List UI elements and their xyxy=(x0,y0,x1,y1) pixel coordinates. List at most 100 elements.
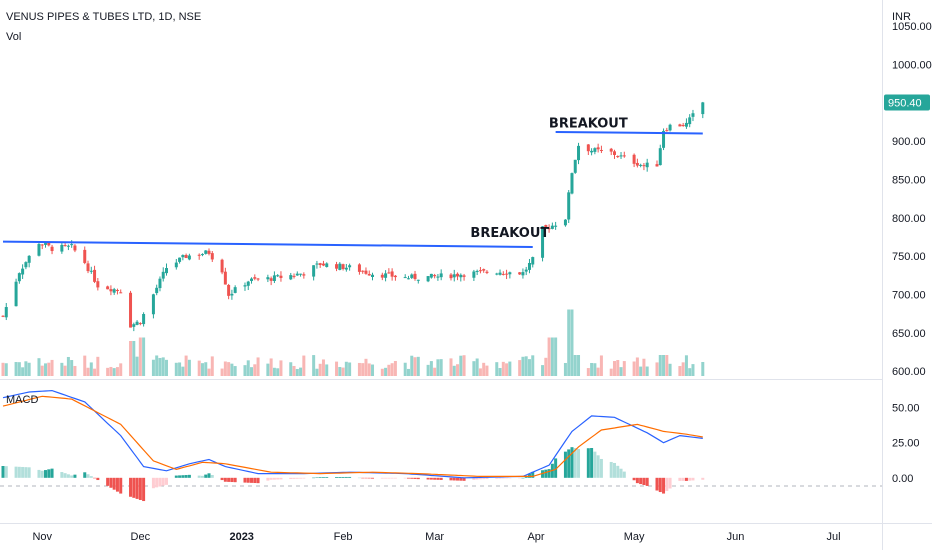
volume-bar xyxy=(498,368,502,376)
volume-bar xyxy=(668,363,672,376)
candle-body xyxy=(344,267,348,270)
candle-body xyxy=(44,243,48,245)
volume-bar xyxy=(197,360,201,376)
volume-bar xyxy=(475,358,479,376)
macd-histogram-bar xyxy=(197,475,201,478)
time-tick-label: 2023 xyxy=(229,531,253,543)
macd-histogram-bar xyxy=(178,475,182,478)
candle-body xyxy=(567,192,571,220)
price-tick-label: 800.00 xyxy=(892,213,926,225)
volume-bar xyxy=(593,363,597,376)
volume-bar xyxy=(348,362,352,376)
candle-body xyxy=(655,164,659,167)
volume-bar xyxy=(426,364,430,376)
macd-histogram-bar xyxy=(256,477,260,484)
macd-histogram-bar xyxy=(50,468,54,478)
candle-body xyxy=(665,130,669,132)
volume-bar xyxy=(524,356,528,376)
candle-body xyxy=(93,269,97,282)
candle-body xyxy=(184,254,188,259)
volume-bar xyxy=(321,359,325,376)
macd-histogram-bar xyxy=(482,477,486,480)
macd-tick-label: 25.00 xyxy=(892,438,920,450)
candle-body xyxy=(459,274,463,278)
candle-body xyxy=(24,262,28,268)
volume-bar xyxy=(292,365,296,376)
volume-bar xyxy=(632,361,636,376)
volume-bar xyxy=(44,363,48,376)
volume-bar xyxy=(295,368,299,376)
macd-histogram-bar xyxy=(635,477,639,484)
candle-body xyxy=(106,286,110,290)
macd-histogram-bar xyxy=(66,474,70,478)
volume-bar xyxy=(655,362,659,376)
candle-body xyxy=(233,287,237,293)
macd-histogram-bar xyxy=(573,448,577,478)
candle-body xyxy=(596,147,600,150)
volume-bar xyxy=(89,362,93,376)
volume-bar xyxy=(220,368,224,376)
volume-bar xyxy=(684,355,688,376)
macd-histogram-bar xyxy=(138,477,142,500)
macd-histogram-bar xyxy=(380,477,384,479)
macd-histogram-bar xyxy=(312,477,316,479)
candle-body xyxy=(187,255,191,260)
volume-bar xyxy=(413,357,417,376)
macd-histogram-bar xyxy=(83,472,87,478)
volume-bar xyxy=(501,361,505,376)
time-axis: Nov Dec 2023 Feb Mar Apr May Jun Jul xyxy=(32,531,840,543)
volume-bar xyxy=(335,361,339,376)
macd-histogram-bar xyxy=(495,477,499,479)
volume-bar xyxy=(14,362,18,376)
candle-body xyxy=(335,264,339,269)
macd-histogram-bar xyxy=(63,473,67,478)
macd-histogram-bar xyxy=(233,477,237,483)
volume-bar xyxy=(393,360,397,376)
candle-body xyxy=(475,270,479,272)
macd-histogram-bar xyxy=(266,477,270,481)
candle-body xyxy=(165,268,168,274)
candle-body xyxy=(367,273,371,276)
macd-histogram-bar xyxy=(325,477,329,478)
volume-bar xyxy=(155,355,159,376)
candle-body xyxy=(14,281,18,307)
candle-body xyxy=(73,245,77,251)
macd-histogram-bar xyxy=(393,477,397,479)
macd-histogram-bar xyxy=(416,477,420,480)
volume-bar xyxy=(688,368,692,376)
macd-histogram-bar xyxy=(321,477,325,478)
volume-bar xyxy=(115,367,119,376)
macd-histogram-bar xyxy=(688,477,692,481)
macd-histogram-bar xyxy=(478,477,482,480)
macd-histogram-bar xyxy=(508,477,512,479)
macd-histogram-bar xyxy=(220,477,224,481)
macd-histogram-bar xyxy=(161,477,165,486)
macd-histogram-bar xyxy=(616,465,620,478)
macd-histogram-bar xyxy=(207,473,211,478)
macd-histogram-bar xyxy=(563,451,567,478)
macd-histogram-bar xyxy=(668,477,672,489)
volume-bar xyxy=(37,358,41,376)
macd-histogram-bar xyxy=(639,477,643,485)
candle-body xyxy=(393,275,397,278)
candle-body xyxy=(210,253,214,260)
candle-body xyxy=(70,244,74,246)
volume-bar xyxy=(246,360,250,376)
volume-bar xyxy=(174,362,178,376)
volume-bar xyxy=(276,368,280,376)
volume-bar xyxy=(142,337,146,376)
volume-bar xyxy=(665,355,669,376)
candle-body xyxy=(142,314,146,325)
volume-bar xyxy=(619,367,623,376)
volume-bar xyxy=(639,366,643,376)
volume-bar xyxy=(161,357,165,376)
macd-histogram-bar xyxy=(541,470,545,478)
volume-bar xyxy=(70,360,74,376)
macd-histogram-bar xyxy=(44,470,48,478)
macd-histogram-bar xyxy=(609,461,613,478)
candle-body xyxy=(570,173,574,194)
macd-histogram-bar xyxy=(86,474,90,478)
macd-histogram-bar xyxy=(142,477,146,502)
candle-body xyxy=(181,255,185,258)
